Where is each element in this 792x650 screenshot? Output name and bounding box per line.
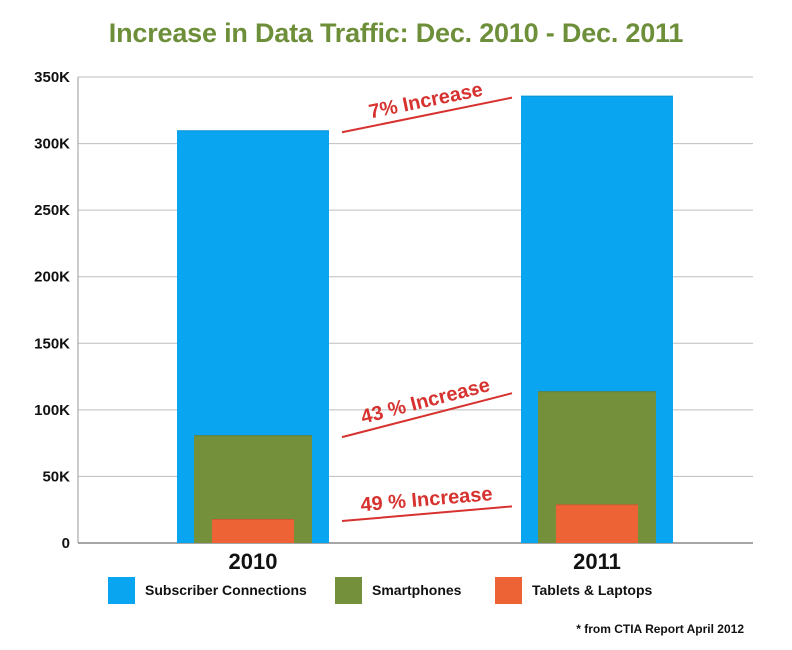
y-axis-ticks: 0 50K 100K 150K 200K 250K 300K 350K bbox=[34, 69, 70, 552]
x-category-label: 2010 bbox=[229, 549, 278, 574]
y-tick-label: 300K bbox=[34, 136, 70, 153]
bar-tablets-laptops-2011 bbox=[556, 504, 638, 543]
source-footnote: * from CTIA Report April 2012 bbox=[576, 622, 744, 636]
y-tick-label: 150K bbox=[34, 335, 70, 352]
increase-annotations: 7% Increase 43 % Increase 49 % Increase bbox=[341, 79, 513, 523]
x-axis-categories: 2010 2011 bbox=[229, 549, 621, 574]
y-tick-label: 100K bbox=[34, 402, 70, 419]
legend-item-subscriber-connections: Subscriber Connections bbox=[108, 574, 307, 606]
y-tick-label: 200K bbox=[34, 269, 70, 286]
legend-swatch bbox=[335, 576, 362, 604]
y-tick-label: 50K bbox=[42, 468, 70, 485]
legend-item-tablets-laptops: Tablets & Laptops bbox=[495, 574, 652, 606]
increase-line bbox=[341, 392, 513, 439]
legend-swatch bbox=[108, 576, 135, 604]
y-tick-label: 0 bbox=[62, 535, 70, 552]
legend-item-smartphones: Smartphones bbox=[335, 574, 461, 606]
bar-tablets-laptops-2010 bbox=[212, 519, 294, 543]
increase-line bbox=[341, 96, 513, 134]
increase-line bbox=[341, 505, 513, 523]
legend-label: Tablets & Laptops bbox=[532, 582, 653, 598]
increase-annotation-label: 43 % Increase bbox=[359, 374, 493, 428]
legend-label: Smartphones bbox=[372, 582, 462, 598]
y-tick-label: 350K bbox=[34, 69, 70, 86]
legend-label: Subscriber Connections bbox=[145, 582, 307, 598]
increase-annotation-label: 49 % Increase bbox=[360, 483, 494, 516]
increase-annotation-label: 7% Increase bbox=[367, 79, 485, 124]
x-category-label: 2011 bbox=[573, 549, 621, 574]
bars bbox=[177, 95, 673, 543]
legend-swatch bbox=[495, 576, 522, 604]
chart-title: Increase in Data Traffic: Dec. 2010 - De… bbox=[108, 18, 684, 48]
y-tick-label: 250K bbox=[34, 202, 70, 219]
legend: Subscriber Connections Smartphones Table… bbox=[0, 574, 792, 606]
